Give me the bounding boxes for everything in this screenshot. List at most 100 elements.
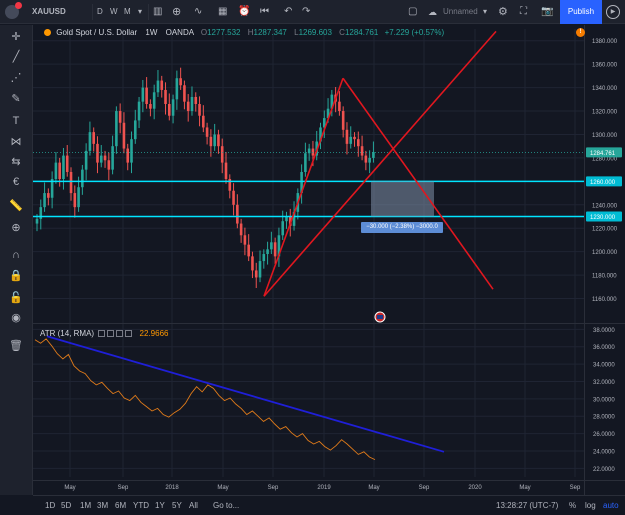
candle-body xyxy=(213,134,216,147)
avatar[interactable] xyxy=(5,5,19,19)
trend-line-icon[interactable]: ╱ xyxy=(12,51,20,63)
trash-icon[interactable]: 🗑 xyxy=(9,340,23,352)
trend-line xyxy=(263,77,344,297)
open-value: 1277.532 xyxy=(207,28,241,37)
price-legend: Gold Spot / U.S. Dollar 1W OANDA O1277.5… xyxy=(44,28,444,37)
gear-icon[interactable]: ⚙ xyxy=(498,6,508,18)
divider xyxy=(148,4,149,20)
settings-icon[interactable] xyxy=(107,330,115,337)
range-1y[interactable]: 1Y xyxy=(155,501,165,510)
indicators-icon[interactable]: ∿ xyxy=(194,6,203,17)
range-all[interactable]: All xyxy=(189,501,198,510)
eye-icon[interactable]: ◉ xyxy=(11,312,21,324)
lock-drawings-icon[interactable]: 🔓 xyxy=(9,292,23,304)
candle-body xyxy=(175,78,179,100)
layout-name[interactable]: Unnamed xyxy=(443,7,478,16)
lock-icon[interactable]: 🔒 xyxy=(9,270,23,282)
range-1d[interactable]: 1D xyxy=(45,501,56,510)
candle-body xyxy=(251,256,254,271)
candle-body xyxy=(92,132,95,144)
candle-body xyxy=(160,80,164,90)
trend-line xyxy=(342,77,494,290)
atr-tick-label: 32.0000 xyxy=(593,380,615,386)
magnet-icon[interactable]: ∩ xyxy=(12,249,20,261)
close-label: C xyxy=(339,28,345,37)
more-icon[interactable] xyxy=(125,330,133,337)
chevron-down-icon[interactable]: ▾ xyxy=(483,7,488,16)
candle-body xyxy=(62,155,65,180)
bottom-toolbar: 1D 5D 1M 3M 6M YTD 1Y 5Y All Go to... 13… xyxy=(33,495,625,515)
candle-body xyxy=(88,132,92,151)
prediction-icon[interactable]: ⇆ xyxy=(11,156,21,168)
range-ytd[interactable]: YTD xyxy=(133,501,149,510)
time-tick-label: May xyxy=(519,485,530,491)
goto-button[interactable]: Go to... xyxy=(213,501,240,510)
crosshair-icon[interactable]: ✛ xyxy=(11,31,21,43)
price-label-box xyxy=(586,211,622,222)
euro-icon[interactable]: € xyxy=(12,176,20,188)
replay-icon[interactable]: ⏮ xyxy=(260,6,269,17)
candle-body xyxy=(285,216,288,222)
clock[interactable]: 13:28:27 (UTC-7) xyxy=(496,501,559,510)
status-dot xyxy=(44,29,51,36)
add-compare-icon[interactable]: ⊕ xyxy=(172,6,182,18)
range-5y[interactable]: 5Y xyxy=(172,501,182,510)
price-tick-label: 1200.000 xyxy=(592,250,618,256)
candle-body xyxy=(47,193,50,198)
range-3m[interactable]: 3M xyxy=(97,501,109,510)
visibility-icon[interactable] xyxy=(98,330,106,337)
play-icon[interactable]: ▶ xyxy=(606,5,620,19)
atr-tick-label: 36.0000 xyxy=(593,345,615,351)
event-flag-icon xyxy=(377,315,383,319)
fullscreen-icon[interactable]: ⛶ xyxy=(520,6,527,17)
close-value: 1284.761 xyxy=(344,28,379,37)
fib-icon[interactable]: ⋰ xyxy=(10,72,22,84)
legend-title[interactable]: Gold Spot / U.S. Dollar xyxy=(56,28,138,37)
range-6m[interactable]: 6M xyxy=(115,501,127,510)
chart-area[interactable]: 1160.000 1180.000 1200.000 1220.000 1240.000… xyxy=(33,25,625,495)
undo-icon[interactable]: ↶ xyxy=(284,6,293,17)
time-tick-label: Sep xyxy=(118,485,129,491)
ruler-icon[interactable]: 📏 xyxy=(9,200,23,212)
range-5d[interactable]: 5D xyxy=(61,501,72,510)
atr-legend: ATR (14, RMA) 22.9666 xyxy=(40,329,168,338)
chevron-down-icon[interactable]: ▾ xyxy=(138,7,143,16)
candle-body xyxy=(304,153,307,172)
symbol-search[interactable]: XAUUSD xyxy=(32,7,66,16)
redo-icon[interactable]: ↷ xyxy=(302,6,311,17)
measure-box xyxy=(371,181,434,217)
text-icon[interactable]: T xyxy=(12,115,20,127)
candle-body xyxy=(270,242,273,250)
candle-body xyxy=(156,80,160,93)
pattern-icon[interactable]: ⋈ xyxy=(10,136,22,148)
alert-icon[interactable]: ⏰ xyxy=(238,6,251,17)
candle-body xyxy=(65,155,69,172)
atr-label[interactable]: ATR (14, RMA) xyxy=(40,329,95,338)
zoom-icon[interactable]: ⊕ xyxy=(11,222,21,234)
warning-icon[interactable]: ! xyxy=(576,28,585,37)
publish-button[interactable]: Publish xyxy=(560,0,602,24)
camera-icon[interactable]: 📷 xyxy=(541,6,554,17)
log-toggle[interactable]: log xyxy=(585,501,596,510)
interval-month[interactable]: M xyxy=(124,7,131,16)
range-1m[interactable]: 1M xyxy=(80,501,92,510)
interval-week[interactable]: W xyxy=(110,7,118,16)
templates-icon[interactable]: ▦ xyxy=(218,6,228,17)
time-tick-label: 2019 xyxy=(317,485,331,491)
candle-body xyxy=(202,115,205,128)
brush-icon[interactable]: ✎ xyxy=(11,93,21,105)
candle-body xyxy=(115,111,118,147)
candle-body xyxy=(179,78,182,86)
candle-body xyxy=(39,207,43,219)
candle-body xyxy=(141,87,145,102)
close-icon[interactable] xyxy=(116,330,124,337)
layout-icon[interactable]: ▢ xyxy=(408,6,418,17)
bar-style-icon[interactable]: ▥ xyxy=(153,6,163,17)
candle-body xyxy=(266,249,269,255)
percent-toggle[interactable]: % xyxy=(569,501,577,510)
interval-day[interactable]: D xyxy=(97,7,103,16)
auto-toggle[interactable]: auto xyxy=(603,501,619,510)
atr-tick-label: 24.0000 xyxy=(593,449,615,455)
candle-body xyxy=(69,171,73,194)
time-tick-label: Sep xyxy=(419,485,430,491)
